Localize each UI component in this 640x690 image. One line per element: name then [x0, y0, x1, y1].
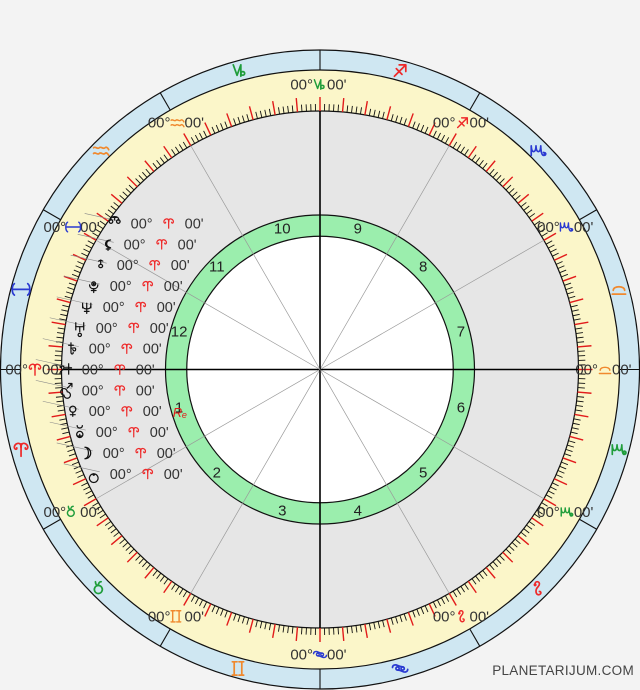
svg-text:00': 00' [171, 258, 190, 274]
svg-text:00': 00' [136, 383, 155, 399]
svg-text:Rₑ: Rₑ [173, 405, 187, 420]
svg-text:00°: 00° [148, 115, 171, 132]
svg-text:00°: 00° [82, 363, 104, 379]
svg-text:00°: 00° [433, 115, 456, 132]
svg-text:5: 5 [419, 465, 427, 482]
svg-text:00°: 00° [103, 300, 125, 316]
svg-text:00': 00' [164, 279, 183, 295]
svg-text:00': 00' [157, 300, 176, 316]
svg-text:00°: 00° [103, 446, 125, 462]
svg-text:00°: 00° [96, 321, 118, 337]
svg-text:00°: 00° [82, 383, 104, 399]
svg-text:00°: 00° [110, 467, 132, 483]
svg-text:3: 3 [278, 502, 286, 519]
svg-text:00': 00' [164, 467, 183, 483]
svg-text:00°: 00° [89, 404, 111, 420]
svg-text:00': 00' [80, 219, 100, 236]
svg-text:00°: 00° [124, 237, 146, 253]
svg-text:8: 8 [419, 258, 427, 275]
svg-text:00°: 00° [290, 77, 313, 94]
svg-text:00': 00' [143, 404, 162, 420]
svg-text:00': 00' [574, 219, 594, 236]
svg-text:9: 9 [354, 221, 362, 238]
svg-text:00°: 00° [117, 258, 139, 274]
svg-text:00': 00' [42, 362, 62, 379]
svg-text:00': 00' [470, 608, 490, 625]
svg-text:00': 00' [80, 504, 100, 521]
svg-text:00': 00' [185, 115, 205, 132]
svg-text:4: 4 [354, 502, 362, 519]
svg-text:00': 00' [612, 362, 632, 379]
svg-text:00': 00' [185, 216, 204, 232]
svg-text:00': 00' [143, 342, 162, 358]
svg-text:00': 00' [150, 321, 169, 337]
svg-text:6: 6 [457, 399, 465, 416]
svg-text:00°: 00° [148, 608, 171, 625]
svg-text:00°: 00° [131, 216, 153, 232]
svg-text:7: 7 [457, 324, 465, 341]
svg-text:00°: 00° [537, 504, 560, 521]
svg-text:00': 00' [327, 77, 347, 94]
svg-text:PLANETARIJUM.COM: PLANETARIJUM.COM [492, 663, 634, 678]
svg-text:11: 11 [209, 258, 225, 275]
svg-text:00': 00' [574, 504, 594, 521]
svg-text:2: 2 [213, 465, 221, 482]
svg-text:12: 12 [171, 324, 188, 341]
svg-text:00°: 00° [89, 342, 111, 358]
svg-text:00°: 00° [290, 647, 313, 664]
svg-text:00°: 00° [43, 219, 66, 236]
svg-text:00°: 00° [110, 279, 132, 295]
svg-text:00°: 00° [5, 362, 28, 379]
svg-text:00°: 00° [537, 219, 560, 236]
svg-text:00': 00' [185, 608, 205, 625]
svg-text:00': 00' [157, 446, 176, 462]
svg-text:00': 00' [178, 237, 197, 253]
svg-text:00': 00' [470, 115, 490, 132]
svg-text:00°: 00° [43, 504, 66, 521]
svg-text:00°: 00° [575, 362, 598, 379]
svg-text:00': 00' [150, 425, 169, 441]
svg-text:00': 00' [327, 647, 347, 664]
svg-text:00': 00' [136, 363, 155, 379]
svg-text:00°: 00° [96, 425, 118, 441]
svg-text:10: 10 [274, 221, 291, 238]
svg-text:00°: 00° [433, 608, 456, 625]
